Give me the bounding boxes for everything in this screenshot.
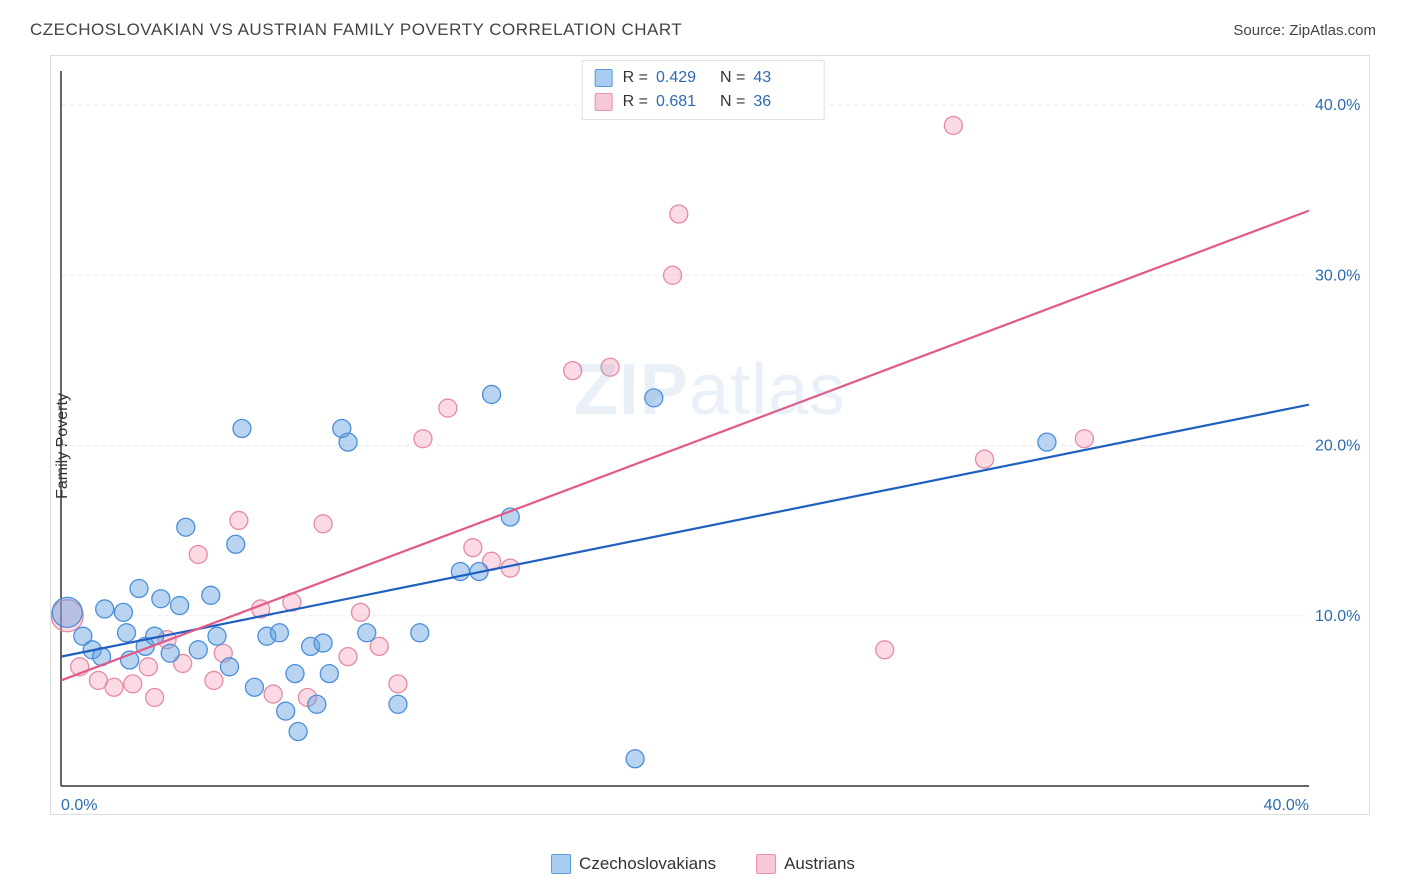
svg-text:40.0%: 40.0% [1264, 797, 1309, 814]
svg-text:10.0%: 10.0% [1315, 608, 1360, 625]
svg-text:40.0%: 40.0% [1315, 97, 1360, 114]
n-label: N = [720, 90, 745, 114]
legend-series-label: Austrians [784, 854, 855, 874]
r-label: R = [623, 90, 648, 114]
source-attribution: Source: ZipAtlas.com [1233, 22, 1376, 39]
r-value: 0.429 [656, 66, 714, 90]
r-value: 0.681 [656, 90, 714, 114]
chart-title: CZECHOSLOVAKIAN VS AUSTRIAN FAMILY POVER… [30, 20, 682, 40]
legend-swatch-icon [595, 93, 613, 111]
legend-item: Austrians [756, 854, 855, 874]
source-prefix: Source: [1233, 22, 1289, 39]
scatter-chart-svg: 10.0% 20.0% 30.0% 40.0% 0.0% 40.0% [51, 56, 1369, 814]
legend-series-label: Czechoslovakians [579, 854, 716, 874]
source-link[interactable]: ZipAtlas.com [1289, 22, 1376, 39]
n-value: 43 [753, 66, 811, 90]
svg-text:20.0%: 20.0% [1315, 438, 1360, 455]
legend-swatch-icon [595, 69, 613, 87]
legend-swatch-icon [756, 854, 776, 874]
svg-text:0.0%: 0.0% [61, 797, 97, 814]
svg-text:30.0%: 30.0% [1315, 267, 1360, 284]
n-value: 36 [753, 90, 811, 114]
legend-row: R = 0.429 N = 43 [595, 66, 812, 90]
n-label: N = [720, 66, 745, 90]
chart-area: 10.0%20.0%30.0%40.0%0.0%40.0% ZIPatlas [50, 55, 1370, 815]
r-label: R = [623, 66, 648, 90]
series-legend: Czechoslovakians Austrians [551, 854, 855, 874]
legend-swatch-icon [551, 854, 571, 874]
correlation-legend: R = 0.429 N = 43 R = 0.681 N = 36 [582, 60, 825, 120]
legend-item: Czechoslovakians [551, 854, 716, 874]
legend-row: R = 0.681 N = 36 [595, 90, 812, 114]
